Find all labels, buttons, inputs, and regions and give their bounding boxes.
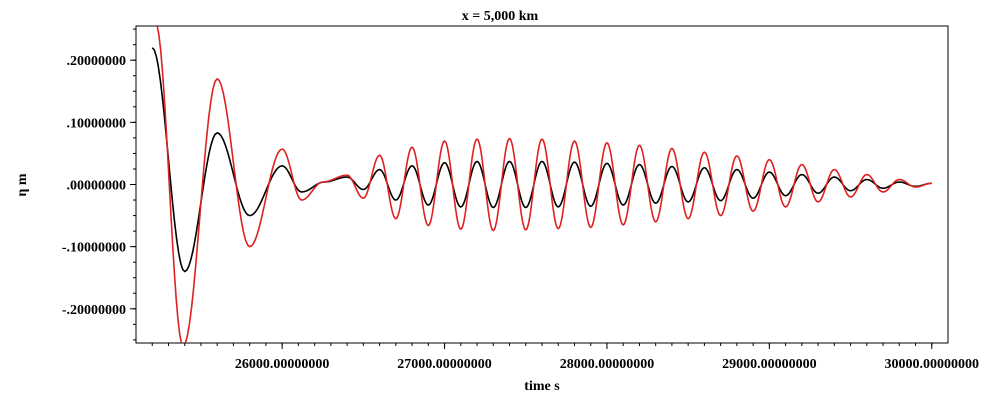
y-tick-label: -.10000000 <box>62 241 126 256</box>
plot-area <box>151 26 932 343</box>
y-axis: .20000000 .10000000 .00000000 -.10000000 -.2… <box>62 28 136 341</box>
x-tick-label: 29000.00000000 <box>722 357 817 372</box>
y-tick-label: -.20000000 <box>62 303 126 318</box>
y-axis-label: η m <box>15 173 30 196</box>
series-line-0 <box>151 47 932 273</box>
x-tick-label: 28000.00000000 <box>560 357 655 372</box>
x-axis-label: time s <box>524 379 560 394</box>
chart-title: x = 5,000 km <box>462 9 539 24</box>
y-tick-label: .00000000 <box>67 179 127 194</box>
x-tick-label: 26000.00000000 <box>235 357 330 372</box>
x-axis: 26000.00000000 27000.00000000 28000.000000… <box>151 343 980 372</box>
y-tick-label: .10000000 <box>67 116 127 131</box>
x-tick-label: 27000.00000000 <box>397 357 492 372</box>
series-line-1 <box>156 26 932 343</box>
x-tick-label: 30000.00000000 <box>885 357 980 372</box>
y-tick-label: .20000000 <box>67 54 127 69</box>
